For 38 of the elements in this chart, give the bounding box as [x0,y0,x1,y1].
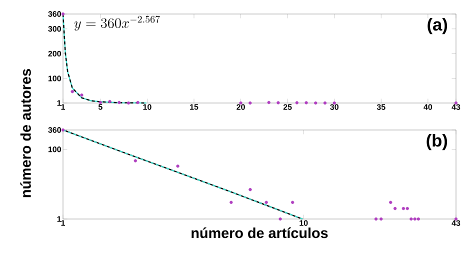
x-tick-label: 10 [143,104,152,110]
y-tick-label: 360 [48,127,61,133]
x-axis-title: número de artículos [192,227,328,238]
annotation: $y = 360x^{-2.567}$ [74,16,160,31]
point [108,100,112,104]
x-tick-label: 35 [376,104,386,110]
x-tick-label: 10 [300,220,308,226]
point [314,101,318,105]
x-tick-label: 25 [283,104,292,110]
point [136,100,140,104]
y-tick-label: 1 [57,100,62,106]
x-tick-label: 5 [98,104,102,110]
y-tick-label: 360 [48,11,61,17]
x-tick-label: 43 [452,220,460,226]
point [323,101,327,105]
point [118,100,121,104]
y-tick-label: 200 [48,50,61,56]
point [126,101,130,105]
x-tick-label: 40 [424,104,432,110]
annotation: (a) [428,18,448,34]
y-axis-title: número de autores [20,69,31,198]
point [276,101,280,104]
point [267,100,270,104]
y-tick-label: 300 [48,26,61,32]
point [295,101,299,104]
point [61,12,65,16]
point [80,93,84,97]
point [248,101,252,105]
y-tick-label: 100 [48,146,61,152]
x-tick-label: 43 [452,104,460,110]
point [304,101,308,104]
y-tick-label: 100 [48,76,61,82]
x-tick-label: 30 [330,104,338,110]
x-tick-label: 20 [236,104,245,110]
annotation: (b) [426,134,448,150]
y-tick-label: 1 [57,216,62,222]
x-tick-label: 15 [190,104,198,110]
point [70,90,74,94]
